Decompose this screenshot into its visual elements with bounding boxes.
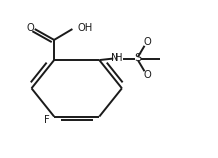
Text: O: O [144,70,152,80]
Text: H: H [115,53,123,63]
Text: F: F [44,115,49,125]
Text: O: O [26,23,34,33]
Text: N: N [111,53,119,63]
Text: O: O [144,37,152,47]
Text: OH: OH [78,23,93,33]
Text: S: S [135,53,142,63]
